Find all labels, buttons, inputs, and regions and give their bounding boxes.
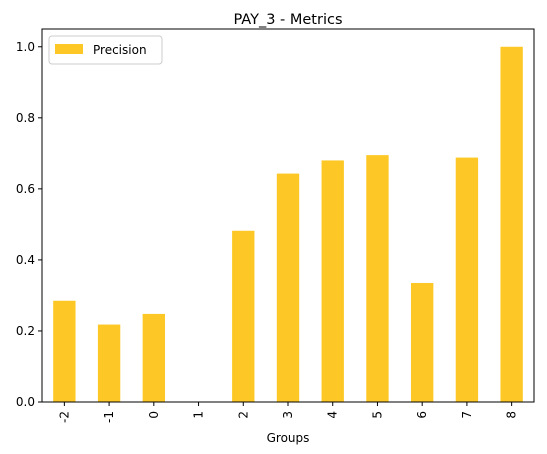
y-tick-label: 1.0: [16, 40, 35, 54]
x-axis: -2 -1 0 1 2 3 4 5 6 7 8: [57, 402, 519, 423]
y-axis: 0.0 0.2 0.4 0.6 0.8 1.0: [16, 40, 42, 409]
x-tick-label: 0: [147, 411, 161, 419]
legend-swatch-precision: [55, 44, 83, 54]
x-tick-label: 1: [192, 411, 206, 419]
bar-2: [232, 230, 255, 402]
bar--2: [53, 300, 76, 402]
bar--1: [97, 324, 121, 402]
x-tick-label: 2: [236, 411, 250, 419]
x-tick-label: 3: [281, 411, 295, 419]
x-tick-label: -2: [57, 411, 71, 423]
legend: Precision: [48, 35, 163, 65]
y-tick-label: 0.6: [16, 182, 35, 196]
legend-box: [48, 35, 163, 65]
bar-4: [321, 160, 344, 402]
x-tick-label: -1: [102, 411, 116, 423]
y-tick-label: 0.2: [16, 324, 35, 338]
x-tick-label: 7: [460, 411, 474, 419]
bar-6: [411, 282, 434, 402]
y-tick-label: 0.0: [16, 395, 35, 409]
x-axis-title: Groups: [267, 431, 310, 445]
bar-0: [142, 313, 165, 402]
x-tick-label: 4: [326, 411, 340, 419]
bars-group: [53, 46, 523, 403]
bar-7: [455, 157, 479, 402]
x-tick-label: 5: [370, 411, 384, 419]
y-tick-label: 0.8: [16, 111, 35, 125]
bar-8: [500, 46, 523, 403]
x-tick-label: 6: [415, 411, 429, 419]
plot-frame: [41, 28, 535, 403]
bar-3: [276, 173, 300, 402]
chart-title: PAY_3 - Metrics: [233, 12, 342, 28]
bar-5: [366, 155, 389, 402]
legend-label-precision: Precision: [93, 43, 147, 57]
y-tick-label: 0.4: [16, 253, 35, 267]
x-tick-label: 8: [505, 411, 519, 419]
